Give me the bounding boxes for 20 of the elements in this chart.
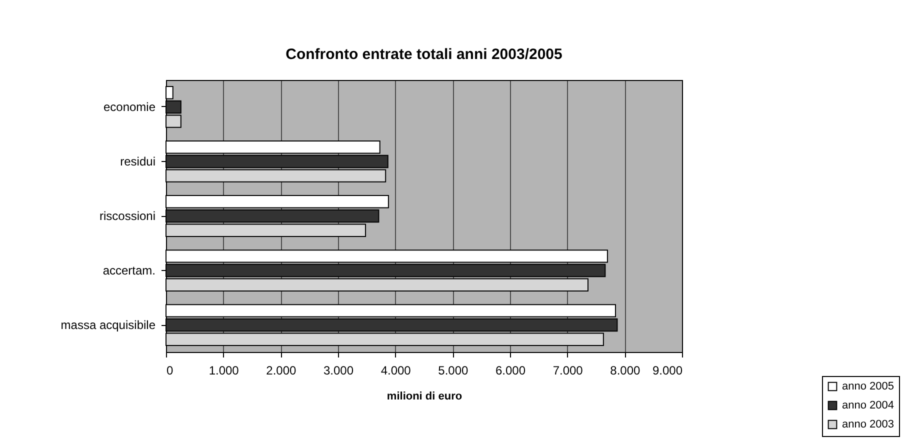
legend-label: anno 2004 — [842, 400, 894, 412]
x-tick-label: 4.000 — [380, 364, 412, 378]
x-tick-label: 8.000 — [610, 364, 641, 378]
x-axis-title: milioni di euro — [386, 390, 462, 402]
x-tick-label: 2.000 — [266, 364, 297, 378]
y-tick-label: accertam. — [102, 264, 156, 278]
legend-label: anno 2005 — [842, 380, 894, 392]
chart-title: Confronto entrate totali anni 2003/2005 — [286, 46, 562, 63]
x-tick-label: 3.000 — [323, 364, 354, 378]
x-tick-label: 1.000 — [208, 364, 240, 378]
x-tick-label: 0 — [166, 364, 174, 378]
y-tick-label: residui — [120, 154, 156, 168]
x-tick-label: 5.000 — [438, 364, 469, 378]
x-tick-label: 6.000 — [495, 364, 526, 378]
x-tick-label: 9.000 — [652, 364, 683, 378]
y-tick-label: riscossioni — [99, 209, 156, 223]
x-tick-label: 7.000 — [552, 364, 584, 378]
legend-label: anno 2003 — [842, 418, 894, 430]
y-tick-label: massa acquisibile — [60, 318, 156, 332]
y-tick-label: economie — [103, 100, 156, 114]
